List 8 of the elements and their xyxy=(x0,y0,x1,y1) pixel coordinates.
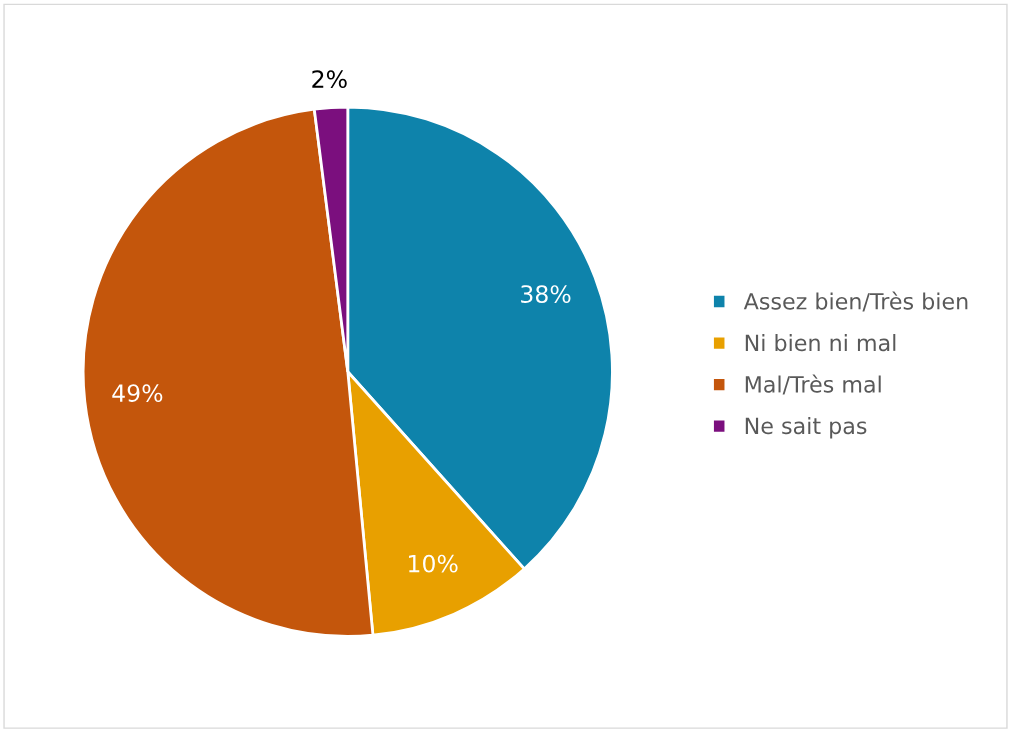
data-label: 38% xyxy=(521,285,571,304)
data-label: 10% xyxy=(409,554,458,573)
data-label: 49% xyxy=(112,384,163,403)
legend-label: Mal/Très mal xyxy=(745,374,881,395)
legend-label: Assez bien/Très bien xyxy=(743,291,968,312)
legend-label: Ne sait pas xyxy=(745,417,867,439)
legend-label: Ni bien ni mal xyxy=(745,333,896,352)
data-label: 2% xyxy=(312,70,347,89)
